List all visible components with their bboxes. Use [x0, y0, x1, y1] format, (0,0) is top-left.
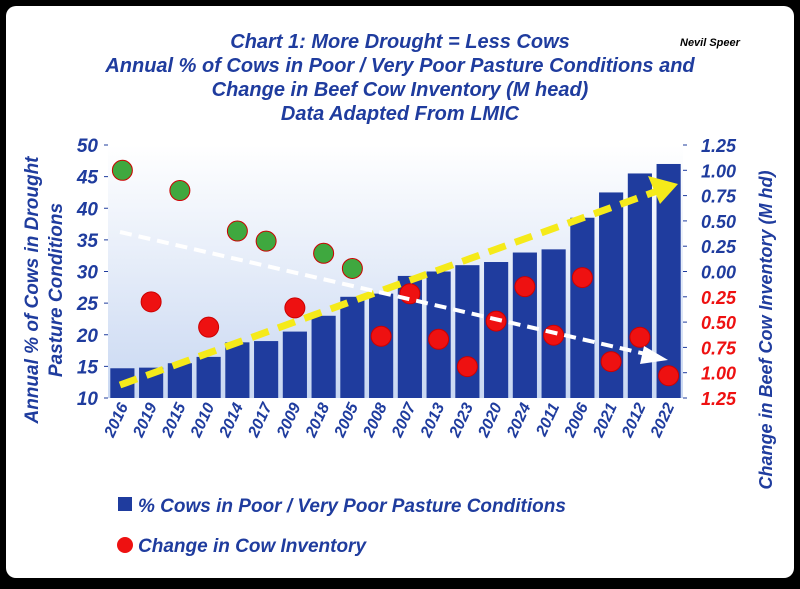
- legend: % Cows in Poor / Very Poor Pasture Condi…: [117, 496, 566, 557]
- y-tick-label: 10: [77, 389, 99, 410]
- bar: [311, 315, 336, 398]
- y-tick-label: 30: [77, 263, 99, 284]
- y-tick-label: 15: [77, 357, 99, 378]
- bar: [167, 363, 192, 398]
- point: [111, 159, 133, 181]
- y2-tick-label: 0.50: [701, 313, 736, 333]
- arrow-head: [640, 346, 668, 364]
- y2-tick-label: 0.25: [701, 288, 737, 308]
- chart-title: Chart 1: More Drought = Less Cows: [230, 31, 570, 53]
- y-tick-label: 35: [77, 231, 99, 252]
- legend-swatch: [117, 537, 133, 553]
- point: [284, 297, 306, 319]
- y2-tick-label: 0.75: [701, 187, 737, 207]
- bar: [570, 217, 595, 398]
- subtitle: Annual % of Cows in Poor / Very Poor Pas…: [104, 55, 695, 77]
- point: [370, 325, 392, 347]
- point: [514, 276, 536, 298]
- point: [140, 291, 162, 313]
- arrow-head: [648, 176, 678, 204]
- bar: [627, 173, 652, 398]
- point: [341, 257, 363, 279]
- y-tick-label: 25: [76, 294, 99, 315]
- y2-tick-label: 0.50: [701, 212, 736, 232]
- bar: [541, 249, 566, 398]
- point: [658, 365, 680, 387]
- y2-tick-label: 1.00: [701, 364, 736, 384]
- y-axis-label: Annual % of Cows in Drought: [22, 156, 43, 425]
- y2-tick-label: 0.75: [701, 338, 737, 358]
- author: Nevil Speer: [680, 37, 741, 49]
- point: [226, 220, 248, 242]
- trend-arrow: [118, 186, 662, 389]
- y2-axis-label: Change in Beef Cow Inventory (M hd): [756, 170, 776, 489]
- y-tick-label: 20: [76, 326, 99, 347]
- bar: [455, 265, 480, 398]
- y-tick-label: 40: [76, 199, 99, 220]
- bar: [254, 341, 279, 398]
- legend-label: Change in Cow Inventory: [138, 536, 367, 557]
- y2-tick-label: 0.25: [701, 237, 737, 257]
- subtitle: Change in Beef Cow Inventory (M head): [212, 79, 589, 101]
- y-axis-label: Pasture Conditions: [46, 203, 67, 377]
- point: [169, 180, 191, 202]
- legend-label: % Cows in Poor / Very Poor Pasture Condi…: [138, 496, 566, 517]
- point: [198, 316, 220, 338]
- y2-tick-label: 1.25: [701, 389, 737, 409]
- trend-arrow: [119, 230, 651, 357]
- bar: [340, 296, 365, 398]
- legend-swatch: [118, 497, 132, 511]
- y-tick-label: 45: [76, 168, 99, 189]
- y2-tick-label: 1.25: [701, 136, 737, 156]
- subtitle: Data Adapted From LMIC: [281, 103, 520, 125]
- point: [255, 230, 277, 252]
- point: [571, 267, 593, 289]
- y-tick-label: 50: [77, 136, 99, 157]
- point: [600, 351, 622, 373]
- bar: [282, 331, 307, 398]
- point: [629, 326, 651, 348]
- point: [313, 242, 335, 264]
- y2-tick-label: 0.00: [701, 263, 736, 283]
- y2-tick-label: 1.00: [701, 161, 736, 181]
- point: [543, 324, 565, 346]
- plot-area: [108, 145, 683, 398]
- point: [456, 356, 478, 378]
- bar: [225, 342, 250, 398]
- bar: [196, 356, 221, 398]
- point: [428, 328, 450, 350]
